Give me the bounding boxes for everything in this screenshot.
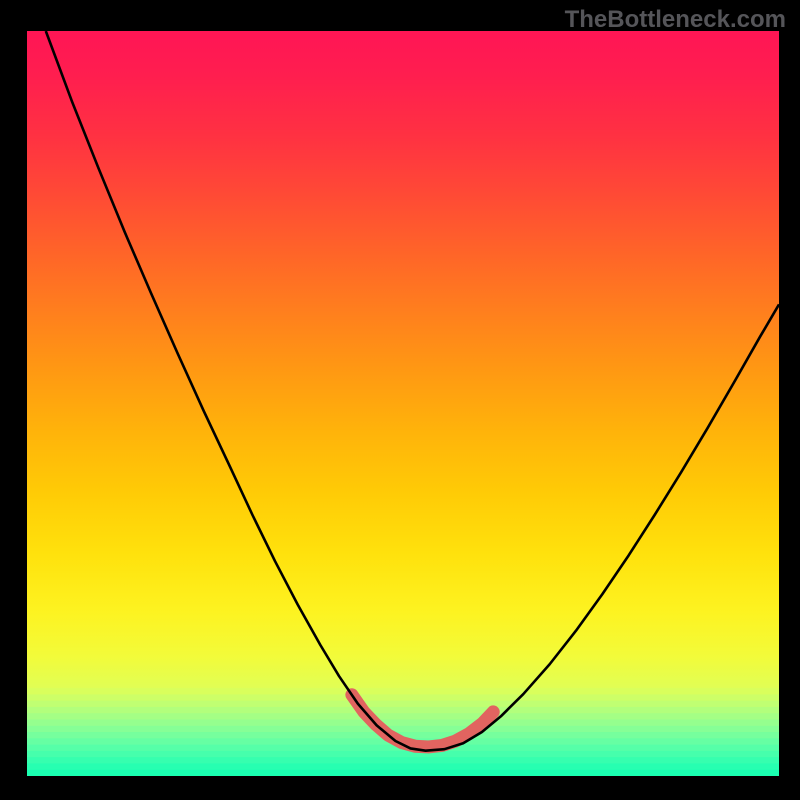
watermark-text: TheBottleneck.com [565,6,786,34]
chart-root: { "canvas": { "width": 800, "height": 80… [0,0,800,800]
chart-svg [27,31,779,776]
plot-area [27,31,779,776]
green-stripes [27,688,779,776]
gradient-background [27,31,779,776]
